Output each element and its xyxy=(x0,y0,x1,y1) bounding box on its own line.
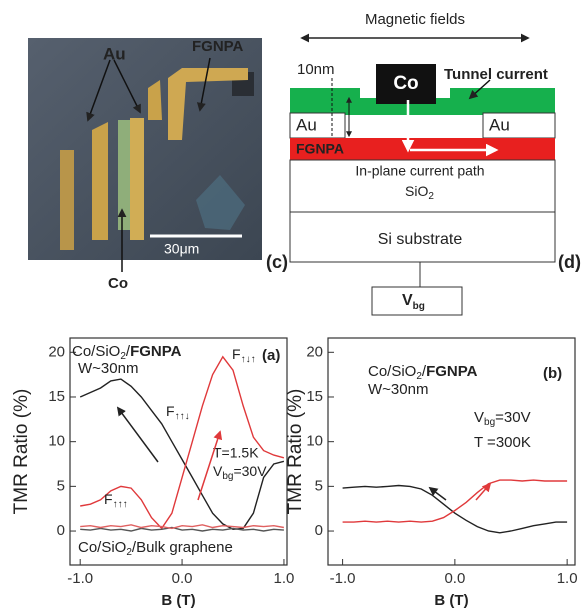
annotation: (b) xyxy=(543,365,562,382)
x-tick-label: 0.0 xyxy=(172,570,193,587)
y-tick-label: 15 xyxy=(48,388,65,405)
annotation: F↑↑↓ xyxy=(166,403,190,422)
annotation: T =300K xyxy=(474,434,531,451)
annotation: F↑↑↑ xyxy=(104,491,128,510)
label-co: Co xyxy=(393,73,418,94)
annotation: W~30nm xyxy=(368,381,428,398)
sweep-arrow xyxy=(430,488,446,500)
label-fgnpa: FGNPA xyxy=(296,141,344,157)
x-tick-label: -1.0 xyxy=(67,570,93,587)
annotation: Co/SiO2/Bulk graphene xyxy=(78,539,233,558)
label-thickness: 10nm xyxy=(297,61,335,78)
y-tick-label: 20 xyxy=(306,343,323,360)
y-tick-label: 20 xyxy=(48,343,65,360)
label-au: Au xyxy=(296,115,317,134)
panel-label: (d) xyxy=(558,252,581,272)
micrograph xyxy=(28,38,262,272)
label-fgnpa: FGNPA xyxy=(192,38,244,55)
x-tick-label: -1.0 xyxy=(330,570,356,587)
annotation: T=1.5K xyxy=(213,445,259,461)
annotation: Co/SiO2/FGNPA xyxy=(72,343,182,362)
sweep-arrow xyxy=(118,408,158,462)
series-line xyxy=(80,528,284,532)
x-axis-label: B (T) xyxy=(434,592,468,609)
annotation: Co/SiO2/FGNPA xyxy=(368,363,478,382)
y-tick-label: 5 xyxy=(57,477,65,494)
x-tick-label: 1.0 xyxy=(274,570,295,587)
y-tick-label: 10 xyxy=(48,433,65,450)
annotation: F↑↓↑ xyxy=(232,346,256,365)
annotation: (a) xyxy=(262,347,280,364)
y-tick-label: 0 xyxy=(57,522,65,539)
y-axis-label: TMR Ratio (%) xyxy=(285,389,306,515)
annotation: W~30nm xyxy=(78,360,138,377)
scale-bar-label: 30μm xyxy=(164,241,199,257)
x-tick-label: 0.0 xyxy=(444,570,465,587)
panel-label: (c) xyxy=(266,252,288,272)
label-in-plane: In-plane current path xyxy=(355,163,484,179)
x-tick-label: 1.0 xyxy=(557,570,578,587)
annotation: Vbg=30V xyxy=(213,463,267,482)
label-au: Au xyxy=(103,44,126,63)
annotation: Vbg=30V xyxy=(474,409,531,428)
series-line xyxy=(343,480,567,522)
label-oxide: SiO2 xyxy=(425,117,459,135)
label-substrate: Si substrate xyxy=(378,231,463,248)
label-magnetic-fields: Magnetic fields xyxy=(365,11,465,28)
x-axis-label: B (T) xyxy=(161,592,195,609)
series-line xyxy=(343,486,567,533)
figure: Au FGNPA 30μm (c) Co Magnetic fields 10n… xyxy=(0,0,586,610)
label-co: Co xyxy=(108,275,128,292)
label-tunnel-current: Tunnel current xyxy=(444,66,548,83)
y-tick-label: 15 xyxy=(306,388,323,405)
y-axis-label: TMR Ratio (%) xyxy=(11,389,32,515)
series-line xyxy=(80,525,284,529)
y-tick-label: 5 xyxy=(315,477,323,494)
label-au: Au xyxy=(489,115,510,134)
y-tick-label: 10 xyxy=(306,433,323,450)
y-tick-label: 0 xyxy=(315,522,323,539)
